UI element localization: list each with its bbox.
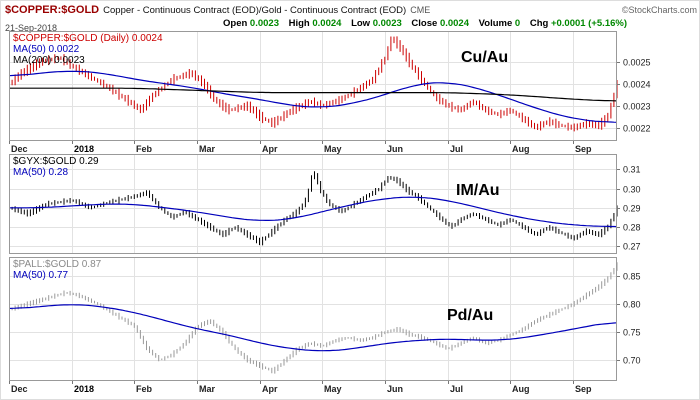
date-axis-bottom: Dec 2018 Feb Mar Apr May Jun Jul Aug Sep: [9, 381, 592, 394]
date-axis-top: Dec 2018 Feb Mar Apr May Jun Jul Aug Sep: [9, 141, 592, 154]
im-au-annotation: IM/Au: [456, 182, 500, 199]
y-tick-label: 0.31: [623, 165, 641, 175]
stockcharts-copyright: ©StockCharts.com: [621, 5, 697, 15]
legend-ma50: MA(50) 0.0022: [13, 44, 80, 55]
y-tick-label: 0.85: [623, 272, 641, 282]
high-value: 0.0024: [312, 18, 342, 29]
y-tick-label: 0.28: [623, 223, 641, 233]
y-tick-label: 0.80: [623, 300, 641, 310]
volume-value: 0: [514, 18, 521, 29]
month-label: 2018: [74, 384, 94, 394]
month-label: Jul: [450, 144, 463, 154]
legend-ma50: MA(50) 0.77: [13, 270, 69, 281]
month-label: Sep: [575, 384, 592, 394]
chg-label: Chg: [529, 18, 549, 29]
y-tick-label: 0.0024: [623, 80, 651, 90]
y-tick-label: 0.0023: [623, 102, 651, 112]
y-tick-label: 0.30: [623, 185, 641, 195]
month-label: Dec: [11, 384, 28, 394]
ma-line-MA(50): [9, 196, 618, 228]
volume-label: Volume: [478, 18, 513, 29]
y-axis-labels: 0.27 0.28 0.29 0.30 0.31: [617, 165, 641, 252]
y-tick-label: 0.75: [623, 328, 641, 338]
pd-au-panel: 0.70 0.75 0.80 0.85 $PALL:$GOLD 0.87 MA(50)…: [1, 257, 699, 381]
legend-pall-gold: $PALL:$GOLD 0.87: [13, 259, 102, 270]
month-label: Jun: [387, 384, 403, 394]
exchange-label: CME: [410, 5, 431, 15]
symbol: $COPPER:$GOLD: [5, 4, 100, 16]
legend-ma50: MA(50) 0.28: [13, 167, 69, 178]
y-tick-label: 0.29: [623, 204, 641, 214]
cu-au-chart: 0.0022 0.0023 0.0024 0.0025: [8, 31, 651, 141]
month-label: Dec: [11, 144, 28, 154]
im-au-panel: 0.27 0.28 0.29 0.30 0.31 $GYX:$GOLD 0.29 MA(…: [1, 154, 699, 254]
close-value: 0.0024: [439, 18, 469, 29]
ma-line-MA(50): [8, 70, 618, 123]
open-value: 0.0023: [249, 18, 279, 29]
close-label: Close: [411, 18, 438, 29]
plot-border: [9, 31, 617, 141]
cu-au-panel: 0.0022 0.0023 0.0024 0.0025 $COPPER:$GOLD (…: [1, 31, 699, 141]
month-label: 2018: [74, 144, 94, 154]
y-axis-labels: 0.0022 0.0023 0.0024 0.0025: [617, 58, 651, 134]
price-bars: [11, 262, 618, 374]
ma-line-MA(50): [8, 304, 618, 352]
month-label: Mar: [199, 144, 216, 154]
month-label: Feb: [136, 144, 153, 154]
plot-border: [9, 257, 617, 381]
plot-border: [9, 154, 617, 254]
legend-ma200: MA(200) 0.0023: [13, 55, 85, 66]
pd-au-chart: 0.70 0.75 0.80 0.85: [8, 257, 641, 381]
im-au-legend: $GYX:$GOLD 0.29 MA(50) 0.28: [13, 156, 99, 178]
chg-value: +0.0001 (+5.16%): [550, 18, 627, 29]
month-label: Jun: [387, 144, 403, 154]
y-tick-label: 0.0022: [623, 124, 651, 134]
month-label: Apr: [262, 384, 278, 394]
month-label: Aug: [512, 384, 530, 394]
low-label: Low: [351, 18, 371, 29]
quote-date: 21-Sep-2018: [5, 23, 58, 33]
month-label: Feb: [136, 384, 153, 394]
ohlc-quote: Open 0.0023 High 0.0024 Low 0.0023 Close…: [223, 18, 627, 29]
y-axis-labels: 0.70 0.75 0.80 0.85: [617, 272, 641, 366]
pd-au-legend: $PALL:$GOLD 0.87 MA(50) 0.77: [13, 259, 101, 281]
quote-line: 21-Sep-2018 Open 0.0023 High 0.0024 Low …: [5, 18, 697, 36]
pd-au-annotation: Pd/Au: [447, 307, 494, 324]
ma-line-MA(200): [9, 87, 618, 102]
x-axis-labels: Dec 2018 Feb Mar Apr May Jun Jul Aug Sep: [9, 141, 592, 154]
price-bars: [11, 36, 618, 132]
low-value: 0.0023: [372, 18, 402, 29]
symbol-description: Copper - Continuous Contract (EOD)/Gold …: [103, 5, 407, 16]
y-tick-label: 0.0025: [623, 58, 651, 68]
month-label: Jul: [450, 384, 463, 394]
y-tick-label: 0.27: [623, 242, 641, 252]
legend-gyx-gold: $GYX:$GOLD 0.29: [13, 156, 99, 167]
month-label: Sep: [575, 144, 592, 154]
month-label: May: [324, 384, 342, 394]
title-line: $COPPER:$GOLD Copper - Continuous Contra…: [5, 4, 697, 16]
chart-header: $COPPER:$GOLD Copper - Continuous Contra…: [1, 1, 699, 33]
im-au-chart: 0.27 0.28 0.29 0.30 0.31: [9, 154, 641, 254]
month-label: Aug: [512, 144, 530, 154]
cu-au-annotation: Cu/Au: [461, 49, 509, 66]
month-label: Apr: [262, 144, 278, 154]
x-axis-labels: Dec 2018 Feb Mar Apr May Jun Jul Aug Sep: [9, 381, 592, 394]
y-tick-label: 0.70: [623, 356, 641, 366]
open-label: Open: [223, 18, 248, 29]
month-label: May: [324, 144, 342, 154]
month-label: Mar: [199, 384, 216, 394]
cu-au-legend: $COPPER:$GOLD (Daily) 0.0024 MA(50) 0.00…: [13, 33, 163, 66]
legend-copper-gold: $COPPER:$GOLD (Daily) 0.0024: [13, 33, 163, 44]
high-label: High: [288, 18, 310, 29]
